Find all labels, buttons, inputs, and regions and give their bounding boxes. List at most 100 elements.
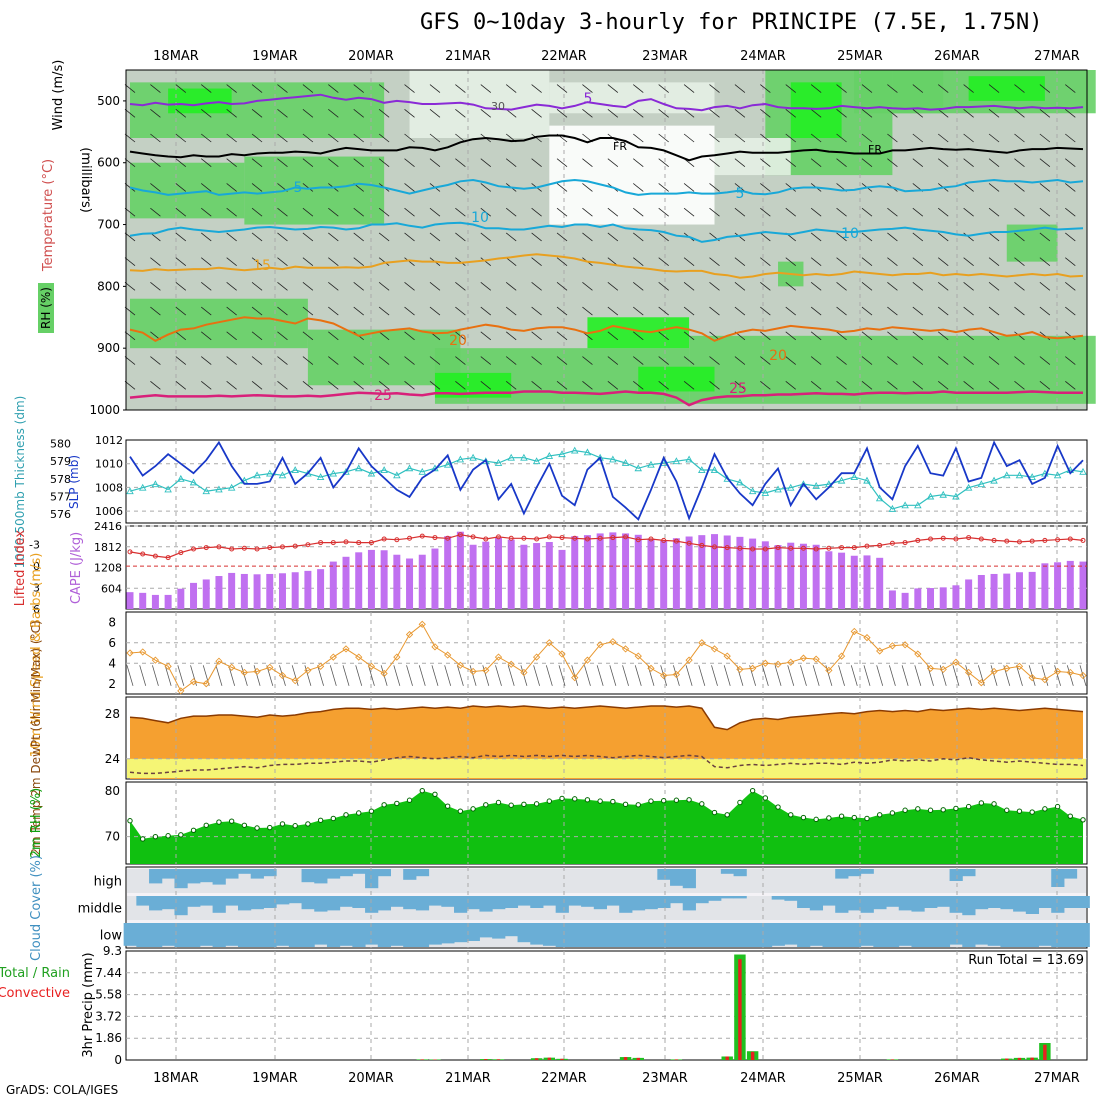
- rh2m-point: [190, 827, 197, 833]
- cloud-cell-low: [250, 923, 264, 947]
- ylabel-cape: CAPE (J/kg): [69, 532, 84, 604]
- wind10-point: [316, 662, 325, 670]
- wind10-point: [965, 668, 973, 677]
- wind10-point: [405, 630, 414, 639]
- wind-barb: [887, 133, 898, 143]
- wind-barb: [683, 183, 695, 192]
- wind-barb: [937, 84, 949, 93]
- wind10-point: [139, 648, 147, 656]
- cloud-cell-high: [860, 869, 874, 874]
- wind-barb: [226, 133, 237, 143]
- cloud-cell-middle: [695, 896, 709, 904]
- cloud-cell-low: [962, 923, 976, 947]
- wind-barb: [582, 306, 593, 316]
- wind-barb: [480, 282, 492, 291]
- wind-barb: [887, 84, 898, 93]
- wind-barb: [378, 380, 390, 390]
- cloud-cell-low: [873, 923, 887, 947]
- cape-bar: [990, 573, 998, 609]
- wind-barb: [810, 257, 822, 266]
- cape-bar: [609, 532, 617, 609]
- contour-label: 5: [584, 91, 593, 107]
- cloud-cell-low: [517, 923, 531, 943]
- wind-barb: [988, 84, 1000, 93]
- wind-barb: [1039, 306, 1051, 316]
- cape-bar: [253, 574, 261, 609]
- wind-barb: [1039, 331, 1051, 341]
- dew-line: [129, 754, 1084, 775]
- wind10-barb: [177, 665, 185, 686]
- rh2m-point: [699, 801, 705, 807]
- wind-barb: [760, 356, 771, 365]
- precip-convective-bar: [636, 1057, 640, 1060]
- thickness-point: [215, 485, 223, 493]
- li-point: [724, 545, 730, 551]
- cape-bar: [151, 594, 159, 609]
- wind-barb: [582, 207, 593, 217]
- wind10-point: [482, 666, 490, 675]
- thickness-point: [1079, 467, 1087, 475]
- wind10-point: [914, 650, 922, 658]
- rh2m-point: [991, 801, 997, 807]
- cloud-cell-low: [1051, 923, 1065, 947]
- day-label-top: 20MAR: [348, 49, 394, 64]
- wind-barb: [1014, 133, 1025, 143]
- wind10-point: [164, 662, 172, 670]
- wind-barb: [429, 282, 441, 291]
- wind-barb: [988, 306, 1000, 316]
- wind-barb: [709, 84, 720, 93]
- thickness-point: [1015, 471, 1024, 479]
- li-point: [889, 540, 895, 546]
- cape-bar: [367, 549, 375, 609]
- wind-barb: [734, 133, 746, 143]
- day-label-bottom: 24MAR: [740, 1071, 786, 1086]
- cape-bar: [1015, 572, 1023, 609]
- wind-barb: [607, 380, 619, 390]
- cloud-cell-high: [1051, 869, 1065, 887]
- cape-bar: [278, 573, 286, 609]
- day-label-top: 24MAR: [740, 49, 786, 64]
- wind-barb: [175, 133, 187, 143]
- wind-barb: [683, 282, 695, 291]
- thickness-point: [786, 483, 795, 491]
- wind-barb: [531, 380, 542, 390]
- wind-barb: [785, 380, 796, 390]
- ylabel-wind: Wind (m/s): [51, 60, 66, 131]
- thickness-point: [342, 467, 350, 475]
- cloud-cell-middle: [212, 896, 226, 913]
- slp-frame: [125, 439, 1088, 524]
- cloud-cell-low: [161, 923, 175, 946]
- wind-barb: [963, 331, 974, 341]
- wind10-point: [621, 645, 630, 653]
- cloud-cell-middle: [911, 896, 925, 912]
- wind-barb: [734, 207, 746, 217]
- cloud-cell-middle: [288, 896, 303, 904]
- wind-barb: [861, 306, 873, 316]
- wind-barb: [378, 232, 390, 242]
- wind-barb: [785, 133, 796, 143]
- rh-shade-9: [790, 82, 842, 138]
- wind-barb: [1039, 356, 1051, 365]
- wind-barb: [505, 356, 517, 365]
- wind-barb: [810, 158, 822, 168]
- cloud-cell-high: [1063, 869, 1078, 879]
- wind-barb: [531, 207, 542, 217]
- thickness-tick: 578: [50, 473, 71, 486]
- cloud-cell-high: [657, 869, 671, 880]
- rh2m-point: [292, 823, 298, 829]
- cloud-cell-low: [657, 923, 671, 947]
- wind-barb: [734, 282, 746, 291]
- wind-barb: [633, 207, 644, 217]
- wind-barb: [531, 306, 542, 316]
- wind-barb: [734, 257, 746, 266]
- li-point: [902, 540, 908, 546]
- wind-barb: [683, 84, 695, 93]
- day-label-top: 21MAR: [445, 49, 491, 64]
- rh2m-point: [279, 821, 286, 827]
- wind10-barb: [431, 665, 439, 686]
- li-point: [432, 535, 438, 541]
- wind-barb: [429, 207, 441, 217]
- wind-barb: [963, 158, 974, 168]
- wind-barb: [912, 158, 924, 168]
